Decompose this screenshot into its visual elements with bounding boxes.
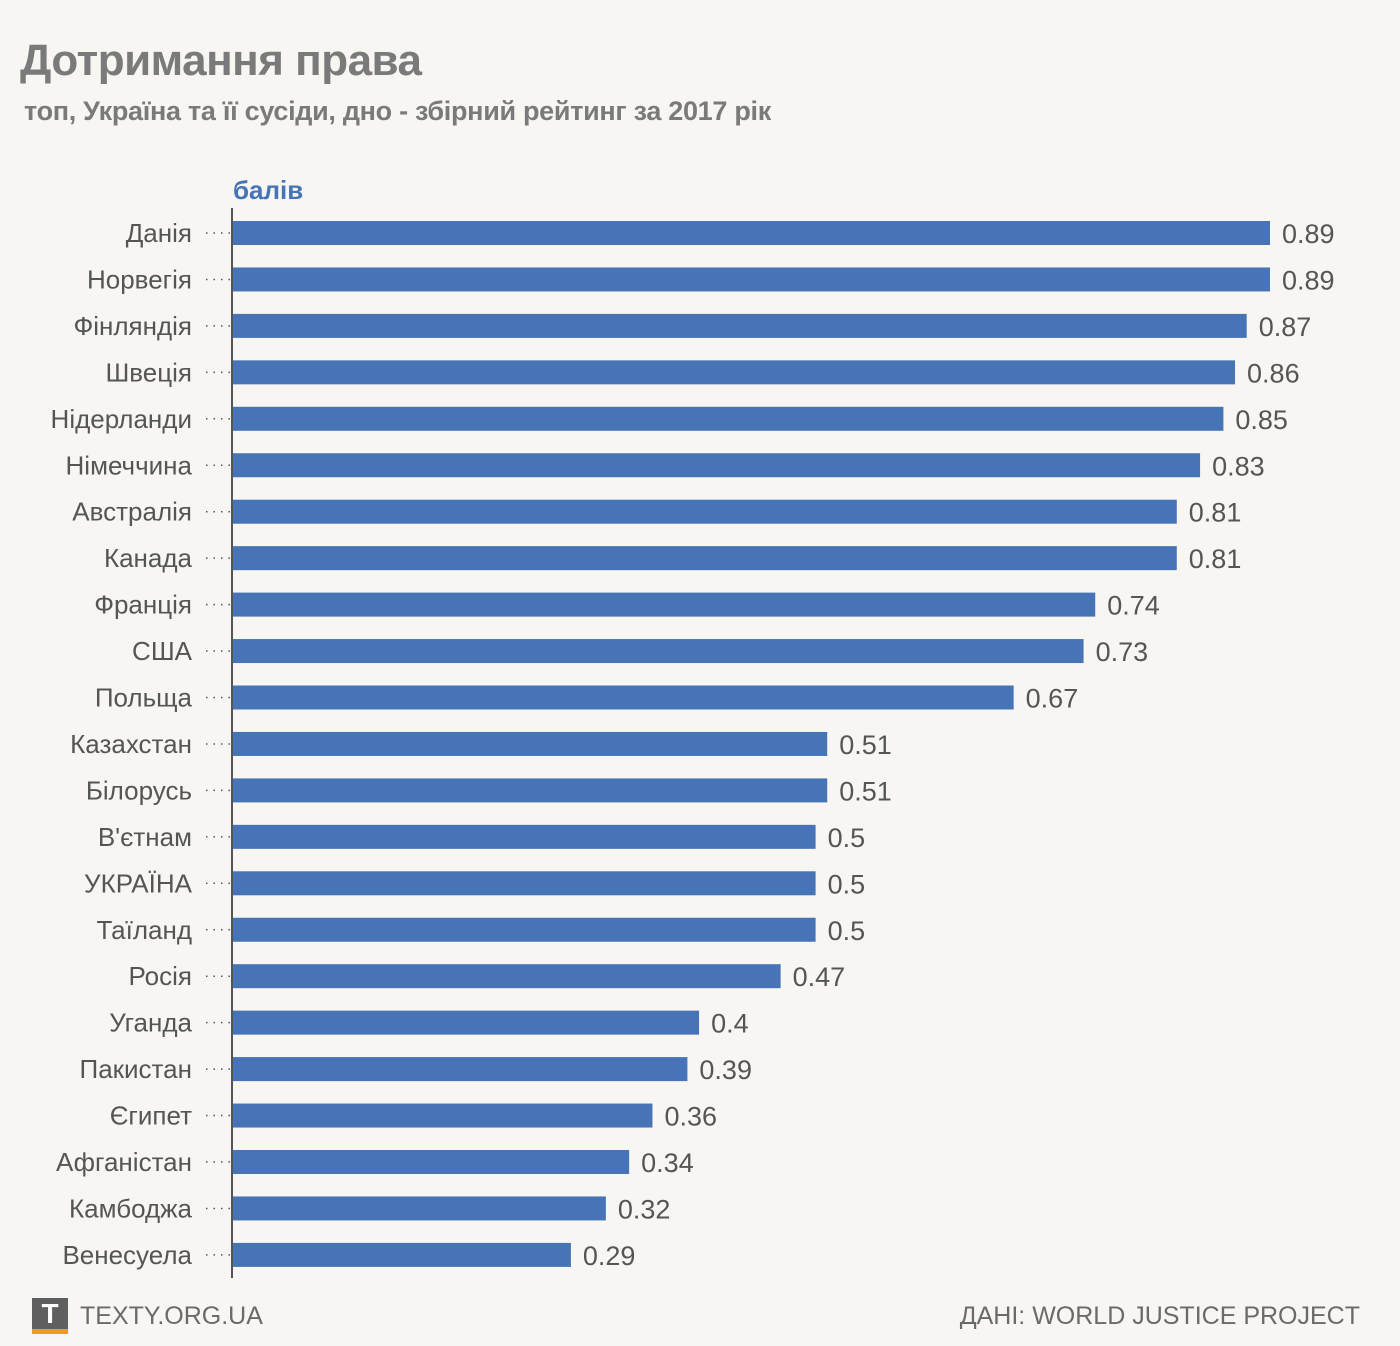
bar xyxy=(233,499,1177,524)
value-label: 0.32 xyxy=(618,1194,671,1224)
value-label: 0.86 xyxy=(1247,358,1300,388)
category-label: В'єтнам xyxy=(98,822,192,852)
bar xyxy=(233,778,828,803)
category-label: США xyxy=(132,636,193,666)
category-label: Пакистан xyxy=(80,1054,192,1084)
category-label: Камбоджа xyxy=(69,1193,193,1223)
category-label: Нідерланди xyxy=(51,404,192,434)
category-label: Фінляндія xyxy=(73,311,192,341)
data-source: ДАНІ: WORLD JUSTICE PROJECT xyxy=(959,1302,1360,1330)
category-label: Росія xyxy=(128,961,192,991)
value-label: 0.5 xyxy=(828,869,866,899)
bar xyxy=(233,639,1084,664)
value-label: 0.51 xyxy=(839,776,892,806)
texty-logo: T xyxy=(32,1298,68,1334)
value-label: 0.87 xyxy=(1259,312,1312,342)
bar xyxy=(233,871,816,896)
category-label: Данія xyxy=(126,218,192,248)
bar xyxy=(233,824,816,849)
bar xyxy=(233,221,1270,245)
bar xyxy=(233,406,1224,431)
category-label: Канада xyxy=(104,543,193,573)
value-label: 0.51 xyxy=(839,730,892,760)
bar xyxy=(233,592,1096,617)
category-label: Франція xyxy=(94,590,192,620)
bar xyxy=(233,964,781,989)
bar xyxy=(233,313,1247,338)
category-label: Єгипет xyxy=(110,1101,192,1131)
category-label: Польща xyxy=(95,683,193,713)
value-label: 0.4 xyxy=(711,1009,749,1039)
value-label: 0.5 xyxy=(828,823,866,853)
category-label: Австралія xyxy=(72,497,192,527)
bar xyxy=(233,1196,606,1221)
bar xyxy=(233,685,1014,710)
bar xyxy=(233,1242,571,1267)
unit-label: балів xyxy=(233,175,303,205)
value-label: 0.29 xyxy=(583,1241,636,1271)
bar xyxy=(233,453,1201,478)
category-label: УКРАЇНА xyxy=(84,868,193,898)
bar xyxy=(233,546,1177,571)
value-label: 0.83 xyxy=(1212,451,1265,481)
category-label: Афганістан xyxy=(56,1147,192,1177)
bar xyxy=(233,360,1236,385)
bar xyxy=(233,1103,653,1128)
value-label: 0.81 xyxy=(1189,544,1242,574)
bar xyxy=(233,917,816,942)
bar xyxy=(233,1010,700,1035)
chart-subtitle: топ, Україна та її сусіди, дно - збірний… xyxy=(24,96,771,126)
site-link[interactable]: TEXTY.ORG.UA xyxy=(80,1302,263,1330)
value-label: 0.34 xyxy=(641,1148,694,1178)
value-label: 0.74 xyxy=(1107,591,1160,621)
value-label: 0.47 xyxy=(793,962,846,992)
chart-title: Дотримання права xyxy=(20,36,422,85)
value-label: 0.67 xyxy=(1026,684,1079,714)
category-label: Швеція xyxy=(105,357,192,387)
value-label: 0.73 xyxy=(1096,637,1149,667)
value-label: 0.5 xyxy=(828,916,866,946)
category-label: Німеччина xyxy=(66,450,193,480)
category-label: Білорусь xyxy=(86,775,192,805)
category-label: Таїланд xyxy=(96,915,192,945)
category-label: Венесуела xyxy=(62,1240,192,1270)
value-label: 0.36 xyxy=(664,1102,717,1132)
category-label: Норвегія xyxy=(87,264,192,294)
value-label: 0.89 xyxy=(1282,219,1335,249)
value-label: 0.81 xyxy=(1189,498,1242,528)
value-label: 0.89 xyxy=(1282,265,1335,295)
value-label: 0.39 xyxy=(699,1055,752,1085)
bar xyxy=(233,731,828,756)
bar xyxy=(233,267,1270,292)
category-label: Казахстан xyxy=(70,729,192,759)
category-label: Уганда xyxy=(109,1008,192,1038)
value-label: 0.85 xyxy=(1235,405,1288,435)
bar xyxy=(233,1150,630,1174)
bar xyxy=(233,1057,688,1082)
